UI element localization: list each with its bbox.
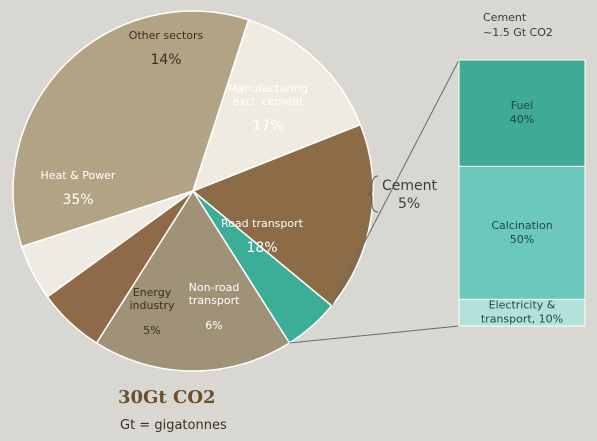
pie-slice-energy-industry bbox=[20, 190, 194, 298]
slice-value-non-road-transport: 6% bbox=[205, 319, 222, 332]
pie-slice-road-transport bbox=[95, 189, 291, 372]
slice-name-non-road-transport: Non-road transport bbox=[189, 281, 241, 307]
bar-label-fuel: Fuel 40% bbox=[510, 99, 534, 126]
pie-slice-manufacturing-excl-cement bbox=[191, 123, 374, 307]
slice-value-energy-industry: 5% bbox=[143, 324, 160, 337]
slice-name-energy-industry: Energy industry bbox=[129, 286, 175, 312]
slice-name-cement: Cement bbox=[382, 178, 438, 194]
slice-name-heat-power: Heat & Power bbox=[41, 169, 116, 182]
slice-value-cement: 5% bbox=[398, 196, 420, 212]
pie-slice-heat-power bbox=[12, 10, 250, 248]
slice-value-other-sectors: 14% bbox=[150, 52, 181, 68]
cement-connector-lines bbox=[289, 59, 460, 344]
pie-chart bbox=[12, 10, 374, 372]
slice-value-heat-power: 35% bbox=[62, 192, 93, 208]
slice-name-manufacturing-excl-cement: Manufacturing excl. cement bbox=[228, 82, 308, 108]
cement-breakdown-bar: Fuel 40% Calcination 50% Electricity & transp… bbox=[458, 59, 586, 327]
bar-label-calcination: Calcination 50% bbox=[491, 219, 552, 246]
bar-segment-electricity-transport bbox=[458, 298, 586, 327]
unit-note: Gt = gigatonnes bbox=[120, 418, 227, 433]
bar-segment-calcination bbox=[458, 165, 586, 300]
connector-line-bottom bbox=[289, 325, 460, 344]
bar-segment-fuel bbox=[458, 59, 586, 167]
connector-line-top bbox=[331, 59, 460, 306]
total-emissions-label: 30Gt CO2 bbox=[118, 387, 216, 408]
slice-value-road-transport: 18% bbox=[246, 240, 277, 256]
slice-name-road-transport: Road transport bbox=[221, 217, 304, 230]
chart-text-labels: Heat & Power 35% Other sectors 14% Manufactu… bbox=[41, 29, 438, 337]
cement-bar-title: Cement bbox=[483, 11, 527, 24]
pie-slice-other-sectors bbox=[191, 18, 362, 193]
cement-bar-subtitle: ~1.5 Gt CO2 bbox=[483, 26, 553, 39]
bar-label-electricity-transport: Electricity & transport, 10% bbox=[481, 299, 563, 326]
cement-brace bbox=[367, 175, 379, 213]
slice-name-other-sectors: Other sectors bbox=[129, 29, 204, 42]
slice-value-manufacturing-excl-cement: 17% bbox=[252, 118, 283, 134]
